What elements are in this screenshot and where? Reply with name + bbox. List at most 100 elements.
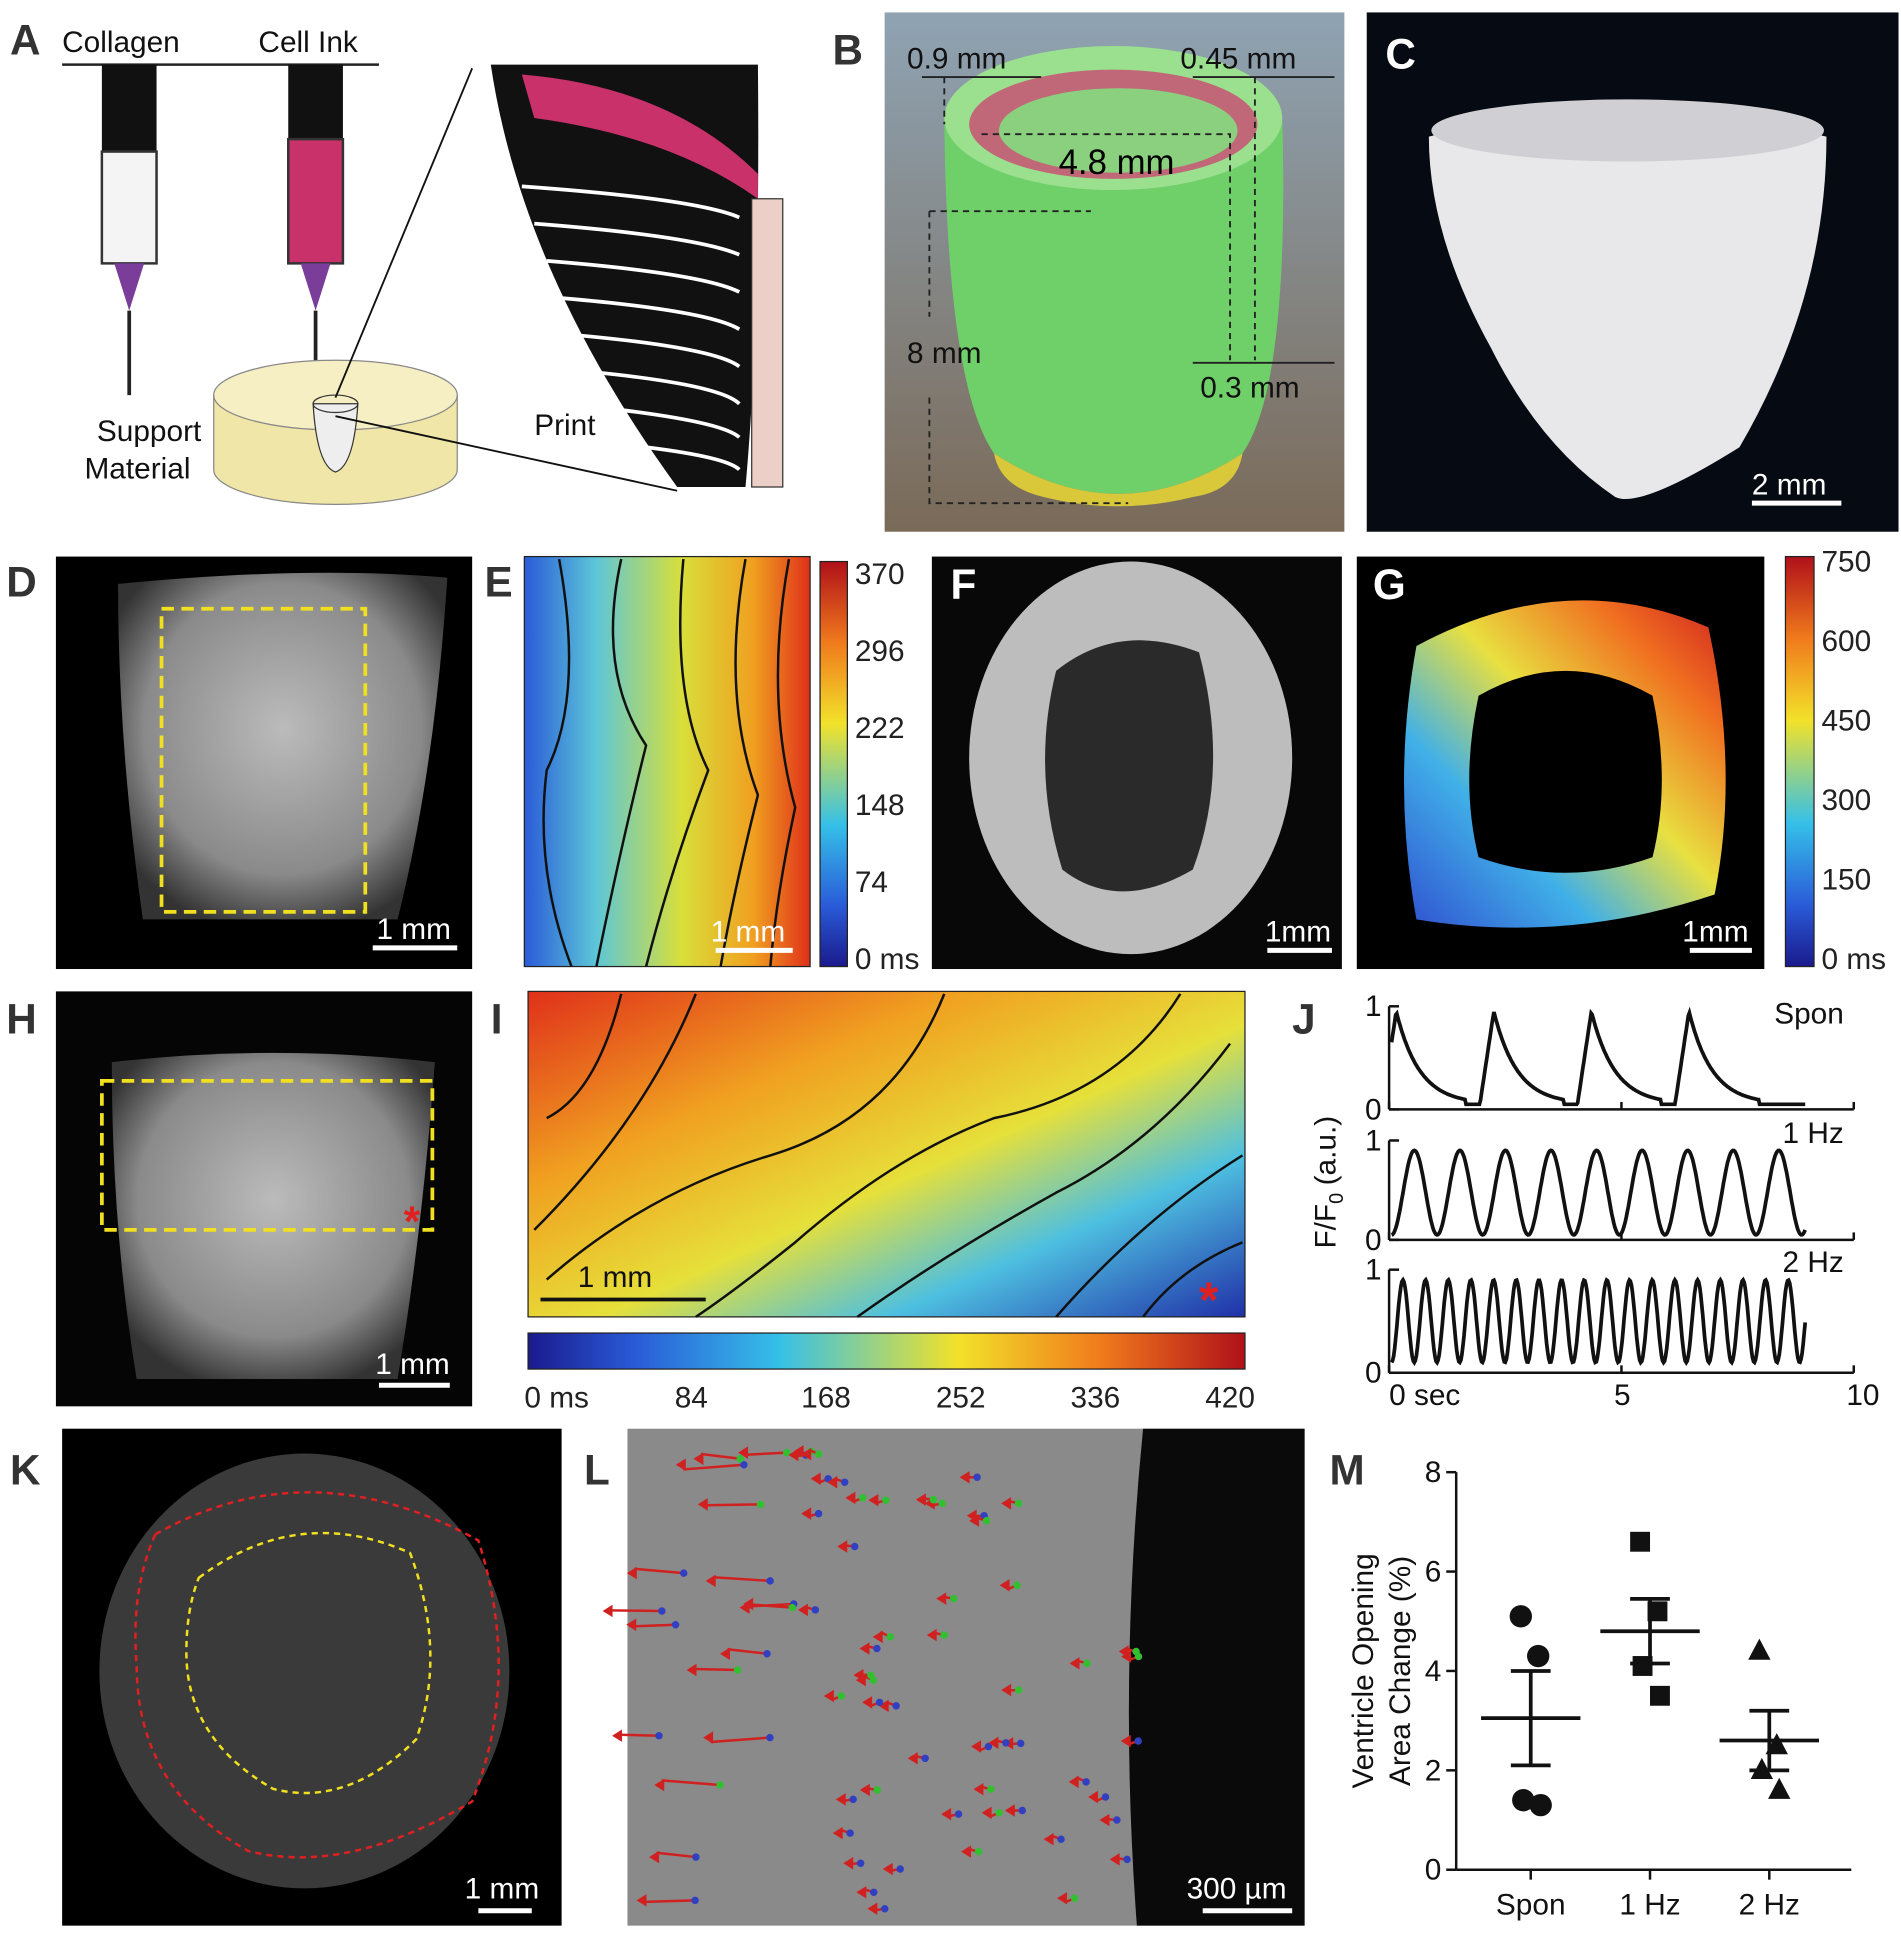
point bbox=[1748, 1638, 1771, 1660]
arrow-head bbox=[827, 1476, 838, 1489]
arrow-head bbox=[1001, 1497, 1012, 1510]
trace-label: 1 Hz bbox=[1783, 1117, 1844, 1150]
arrow-head bbox=[856, 1886, 867, 1899]
outer-contour bbox=[134, 1491, 500, 1859]
point bbox=[938, 1499, 946, 1508]
colorbar bbox=[1784, 555, 1815, 968]
point bbox=[892, 1702, 900, 1710]
tissue bbox=[118, 572, 448, 920]
point bbox=[692, 1853, 700, 1861]
ventricle bbox=[312, 394, 359, 414]
panel-label: E bbox=[485, 558, 513, 605]
dimension: 4.8 mm bbox=[1059, 144, 1175, 182]
label: Print bbox=[534, 409, 596, 442]
arrow-head bbox=[654, 1778, 665, 1792]
syringe bbox=[101, 64, 157, 152]
ventricle-model bbox=[944, 118, 1284, 494]
arrow-head bbox=[971, 1740, 982, 1753]
arrow-head bbox=[738, 1446, 749, 1459]
axis-title: 0 bbox=[1326, 1193, 1348, 1204]
point bbox=[1013, 1581, 1021, 1590]
point bbox=[716, 1781, 724, 1789]
point bbox=[896, 1865, 904, 1873]
arrow bbox=[633, 1623, 676, 1628]
isochrones bbox=[542, 558, 797, 967]
displacement-arrows bbox=[602, 1445, 1143, 1915]
point bbox=[1016, 1739, 1025, 1748]
label: Collagen bbox=[62, 26, 180, 59]
arrow-head bbox=[915, 1493, 926, 1506]
arrow-head bbox=[845, 1491, 856, 1505]
point bbox=[846, 1829, 854, 1837]
arrow-head bbox=[1088, 1790, 1099, 1804]
panel-b: B 0.9 mm 0.45 mm 4.8 mm 8 mm 0.3 mm bbox=[832, 12, 1345, 532]
arrow-head bbox=[941, 1807, 952, 1821]
axis-title: Area Change (%) bbox=[1384, 1556, 1417, 1786]
point bbox=[875, 1698, 884, 1707]
point bbox=[982, 1516, 991, 1525]
panel-label: K bbox=[10, 1447, 41, 1494]
point bbox=[974, 1847, 983, 1856]
colorbar bbox=[527, 1332, 1246, 1370]
activation-map bbox=[527, 990, 1246, 1318]
point bbox=[814, 1450, 823, 1458]
axis-title: F/F bbox=[1310, 1204, 1343, 1249]
arrow-head bbox=[686, 1663, 697, 1677]
point bbox=[788, 1603, 797, 1612]
panel-a: A Collagen Cell Ink Support Material Pri… bbox=[10, 17, 784, 506]
dimension-lines bbox=[921, 76, 1335, 364]
arrow-head bbox=[961, 1845, 972, 1858]
arrow-head bbox=[853, 1668, 864, 1682]
point bbox=[1070, 1894, 1079, 1903]
arrow-head bbox=[703, 1731, 714, 1744]
panel-c: C 2 mm bbox=[1366, 12, 1899, 532]
y-tick-label: 1 bbox=[1365, 1254, 1382, 1287]
arrow-head bbox=[810, 1472, 821, 1485]
point bbox=[658, 1607, 666, 1615]
arrow bbox=[710, 1736, 771, 1744]
scale-label: 1 mm bbox=[376, 913, 451, 946]
arrow-head bbox=[1043, 1832, 1054, 1846]
colorbar-label: 168 bbox=[801, 1382, 851, 1415]
colorbar-label: 252 bbox=[936, 1382, 986, 1415]
panel-h: H * 1 mm bbox=[6, 991, 473, 1407]
arrow-head bbox=[739, 1601, 750, 1614]
colorbar-label: 84 bbox=[675, 1382, 708, 1415]
point bbox=[873, 1786, 881, 1794]
point bbox=[840, 1478, 849, 1486]
point bbox=[940, 1631, 948, 1639]
panel-label: G bbox=[1373, 561, 1406, 608]
y-tick-label: 0 bbox=[1365, 1224, 1382, 1257]
arrow bbox=[700, 1452, 741, 1461]
collagen-layer bbox=[751, 198, 784, 488]
point bbox=[756, 1500, 765, 1509]
label: Support bbox=[97, 415, 202, 448]
inner-opening bbox=[998, 88, 1238, 173]
scale-label: 1mm bbox=[1265, 916, 1331, 949]
arrow-head bbox=[1109, 1853, 1120, 1866]
arrow-head bbox=[832, 1826, 843, 1840]
panel-label: J bbox=[1292, 996, 1316, 1043]
point bbox=[849, 1795, 857, 1804]
x-tick-label: Spon bbox=[1496, 1888, 1566, 1921]
cell-layer bbox=[521, 74, 758, 199]
panel-label: B bbox=[832, 27, 863, 74]
scale-label: 1 mm bbox=[465, 1872, 540, 1905]
y-tick-label: 0 bbox=[1425, 1854, 1442, 1887]
zoom-line bbox=[334, 67, 474, 398]
point bbox=[1057, 1835, 1065, 1843]
printed-ventricle bbox=[1428, 111, 1827, 500]
point bbox=[929, 1495, 938, 1504]
arrow-head bbox=[1057, 1892, 1068, 1905]
arrow-head bbox=[843, 1857, 854, 1870]
point bbox=[763, 1650, 771, 1658]
colorbar-label: 750 bbox=[1821, 545, 1871, 578]
rim bbox=[1431, 99, 1824, 162]
arrow bbox=[694, 1667, 738, 1672]
point bbox=[691, 1896, 699, 1905]
colorbar-label: 336 bbox=[1071, 1382, 1121, 1415]
point bbox=[873, 1644, 881, 1653]
point bbox=[1018, 1806, 1026, 1815]
point bbox=[859, 1494, 867, 1502]
